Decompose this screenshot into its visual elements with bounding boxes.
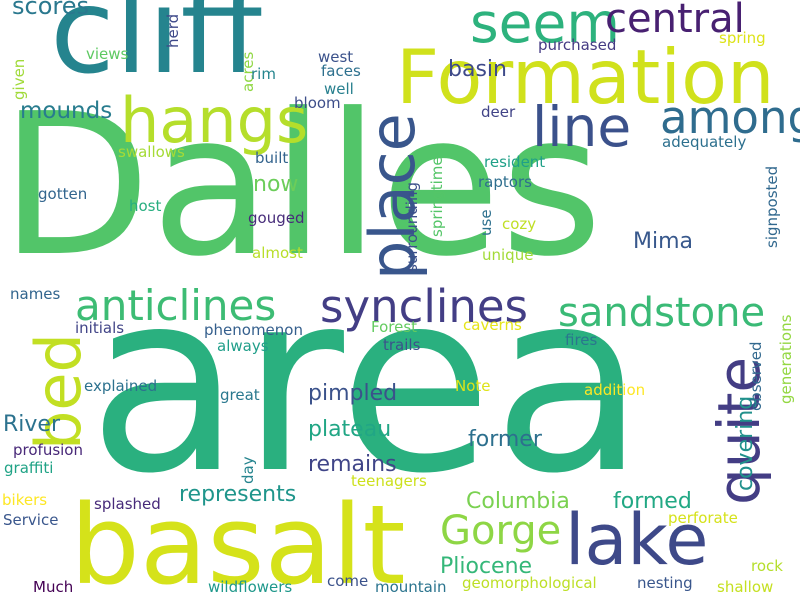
word-use: use xyxy=(477,209,495,236)
word-pliocene: Pliocene xyxy=(440,554,533,579)
word-much: Much xyxy=(33,578,74,596)
word-lake: lake xyxy=(565,499,709,581)
word-plateau: plateau xyxy=(308,417,392,442)
word-purchased: purchased xyxy=(538,36,617,54)
word-central: central xyxy=(605,0,745,42)
word-west: west xyxy=(318,48,354,66)
word-gotten: gotten xyxy=(38,185,88,203)
word-addition: addition xyxy=(584,381,646,399)
word-great: great xyxy=(220,386,260,404)
word-cozy: cozy xyxy=(502,215,537,233)
word-initials: initials xyxy=(75,319,125,337)
word-deer: deer xyxy=(481,103,516,121)
word-observed: observed xyxy=(747,341,765,411)
word-service: Service xyxy=(3,511,59,529)
word-dalles: Dalles xyxy=(0,72,603,300)
word-now: now xyxy=(253,172,299,197)
word-note: Note xyxy=(455,377,491,395)
word-nesting: nesting xyxy=(637,574,693,592)
word-represents: represents xyxy=(179,482,297,507)
word-springtime: springtime xyxy=(428,156,446,237)
word-resident: resident xyxy=(484,153,546,171)
word-generations: generations xyxy=(777,314,795,404)
word-line: line xyxy=(532,95,632,159)
word-graffiti: graffiti xyxy=(4,459,54,477)
word-fires: fires xyxy=(565,331,598,349)
word-given: given xyxy=(10,58,28,100)
word-bloom: bloom xyxy=(294,94,341,112)
word-almost: almost xyxy=(252,244,303,262)
word-adequately: adequately xyxy=(662,133,747,151)
word-teenagers: teenagers xyxy=(351,472,427,490)
word-seem: seem xyxy=(470,0,620,55)
word-sandstone: sandstone xyxy=(558,290,766,336)
word-perforate: perforate xyxy=(668,509,738,527)
word-area: area xyxy=(88,237,646,528)
word-basin: basin xyxy=(448,57,507,82)
word-mima: Mima xyxy=(633,229,694,254)
word-former: former xyxy=(468,427,542,452)
word-profusion: profusion xyxy=(13,441,83,459)
word-names: names xyxy=(10,285,61,303)
word-phenomenon: phenomenon xyxy=(204,321,303,339)
word-swallows: swallows xyxy=(118,143,185,161)
word-well: well xyxy=(324,80,354,98)
word-forest: Forest xyxy=(371,318,418,336)
word-columbia: Columbia xyxy=(466,489,570,514)
word-herd: herd xyxy=(164,13,182,48)
word-raptors: raptors xyxy=(478,173,532,191)
word-geomorphological: geomorphological xyxy=(462,574,597,592)
word-rock: rock xyxy=(751,557,783,575)
word-built: built xyxy=(255,149,289,167)
word-faces: faces xyxy=(321,62,361,80)
word-rim: rim xyxy=(251,65,276,83)
word-pimpled: pimpled xyxy=(308,381,398,406)
word-shallow: shallow xyxy=(717,578,774,596)
word-river: River xyxy=(3,412,60,437)
word-views: views xyxy=(86,45,129,63)
word-synclines: synclines xyxy=(320,280,528,333)
word-signposted: signposted xyxy=(763,165,781,248)
word-remains: remains xyxy=(308,452,397,477)
word-hangs: hangs xyxy=(120,84,309,157)
word-gouged: gouged xyxy=(248,209,305,227)
word-anticlines: anticlines xyxy=(75,281,277,330)
word-scores: scores xyxy=(12,0,89,20)
word-splashed: splashed xyxy=(94,495,161,513)
word-among: among xyxy=(660,91,800,144)
word-mounds: mounds xyxy=(20,98,113,124)
word-wildflowers: wildflowers xyxy=(208,578,293,596)
word-formed: formed xyxy=(613,489,692,514)
word-basalt: basalt xyxy=(70,481,406,600)
word-formation: Formation xyxy=(396,33,775,121)
word-day: day xyxy=(239,456,257,484)
word-bikers: bikers xyxy=(2,491,48,509)
word-cliff: cliff xyxy=(50,0,262,100)
word-trails: trails xyxy=(383,336,421,354)
word-mountain: mountain xyxy=(375,578,447,596)
word-gorge: Gorge xyxy=(440,508,562,554)
word-always: always xyxy=(217,337,269,355)
word-caverns: caverns xyxy=(463,316,522,334)
word-come: come xyxy=(327,572,369,590)
word-host: host xyxy=(129,197,162,215)
word-spring: spring xyxy=(719,29,766,47)
word-unique: unique xyxy=(482,246,534,264)
word-explained: explained xyxy=(84,377,158,395)
word-surrounding: surrounding xyxy=(403,182,421,272)
